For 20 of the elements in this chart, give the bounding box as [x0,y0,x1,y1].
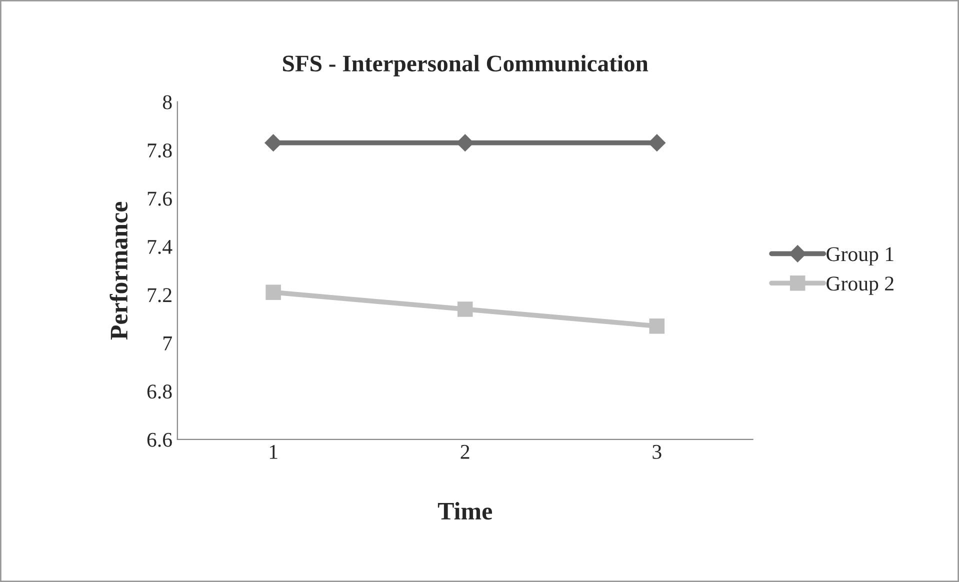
y-axis-title: Performance [110,202,128,340]
y-tick-label: 7.2 [148,288,172,302]
y-tick-label: 7.4 [148,240,172,254]
legend-label: Group 1 [826,247,894,266]
y-tick-label: 8 [162,95,172,110]
point [648,134,666,152]
y-tick-label: 7.8 [148,143,172,158]
y-tick-label: 6.8 [147,384,172,399]
x-tick-label: 2 [460,444,470,459]
x-tick-label: 1 [270,444,278,459]
y-tick-label: 7 [164,336,172,350]
point [266,284,281,300]
y-tick-label: 6.6 [147,432,172,447]
x-axis-title: Time [438,502,492,520]
legend-label: Group 2 [826,276,894,295]
x-tick-label: 3 [652,444,662,459]
point [457,302,473,317]
point [649,318,665,334]
chart-title: SFS - Interpersonal Communication [283,54,648,76]
y-tick-label: 7.6 [148,192,172,206]
